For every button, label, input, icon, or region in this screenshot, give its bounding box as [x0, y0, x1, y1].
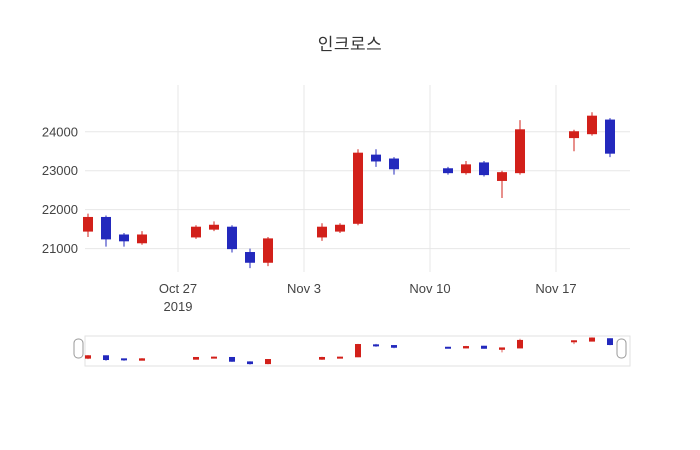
candle-body	[443, 168, 453, 174]
candle-body	[263, 238, 273, 263]
candle-body	[245, 252, 255, 263]
candle-body	[101, 216, 111, 240]
mini-candle-body	[247, 361, 253, 365]
candle-body	[389, 158, 399, 170]
x-tick-label: Oct 27	[159, 281, 197, 296]
candle-body	[83, 216, 93, 232]
x-tick-label: Nov 10	[409, 281, 450, 296]
mini-candle-body	[139, 358, 145, 361]
mini-candle-body	[211, 356, 217, 359]
mini-candle-body	[463, 346, 469, 349]
candle-body	[335, 224, 345, 232]
mini-candle-body	[337, 356, 343, 359]
candle-body	[209, 224, 219, 230]
mini-candle-body	[481, 345, 487, 349]
mini-candle-body	[193, 356, 199, 360]
candle-body	[353, 152, 363, 224]
x-tick-label: Nov 3	[287, 281, 321, 296]
candle-body	[605, 119, 615, 154]
chart-title: 인크로스	[317, 35, 383, 54]
y-tick-label: 24000	[42, 124, 78, 139]
y-tick-label: 22000	[42, 202, 78, 217]
mini-candle-body	[391, 345, 397, 348]
y-tick-label: 23000	[42, 163, 78, 178]
x-tick-sublabel: 2019	[164, 299, 193, 314]
candle-body	[191, 226, 201, 238]
candle-body	[371, 154, 381, 162]
x-tick-label: Nov 17	[535, 281, 576, 296]
candle-body	[569, 131, 579, 139]
candle-body	[119, 234, 129, 242]
rangeslider[interactable]	[84, 335, 631, 367]
rangeslider-handle-left[interactable]	[73, 338, 84, 359]
candle-body	[515, 129, 525, 174]
mini-candle-body	[355, 344, 361, 358]
candle-body	[479, 162, 489, 176]
mini-candle-body	[265, 359, 271, 365]
y-tick-label: 21000	[42, 241, 78, 256]
mini-candle-body	[229, 356, 235, 362]
mini-candle-body	[373, 344, 379, 347]
mini-candle-body	[607, 338, 613, 346]
mini-candle-body	[103, 355, 109, 361]
candle-body	[227, 226, 237, 250]
candle-body	[587, 115, 597, 135]
candle-body	[317, 226, 327, 238]
mini-candle-body	[319, 356, 325, 360]
candle-body	[461, 164, 471, 174]
candle-body	[497, 172, 507, 181]
mini-candle-body	[445, 346, 451, 349]
rangeslider-handle-right[interactable]	[616, 338, 627, 359]
mini-candle-body	[499, 347, 505, 350]
mini-candle-body	[571, 340, 577, 343]
candle-body	[137, 234, 147, 244]
mini-candle-body	[85, 355, 91, 359]
mini-candle-body	[589, 337, 595, 342]
mini-candle-body	[121, 358, 127, 361]
mini-candle-body	[517, 339, 523, 349]
